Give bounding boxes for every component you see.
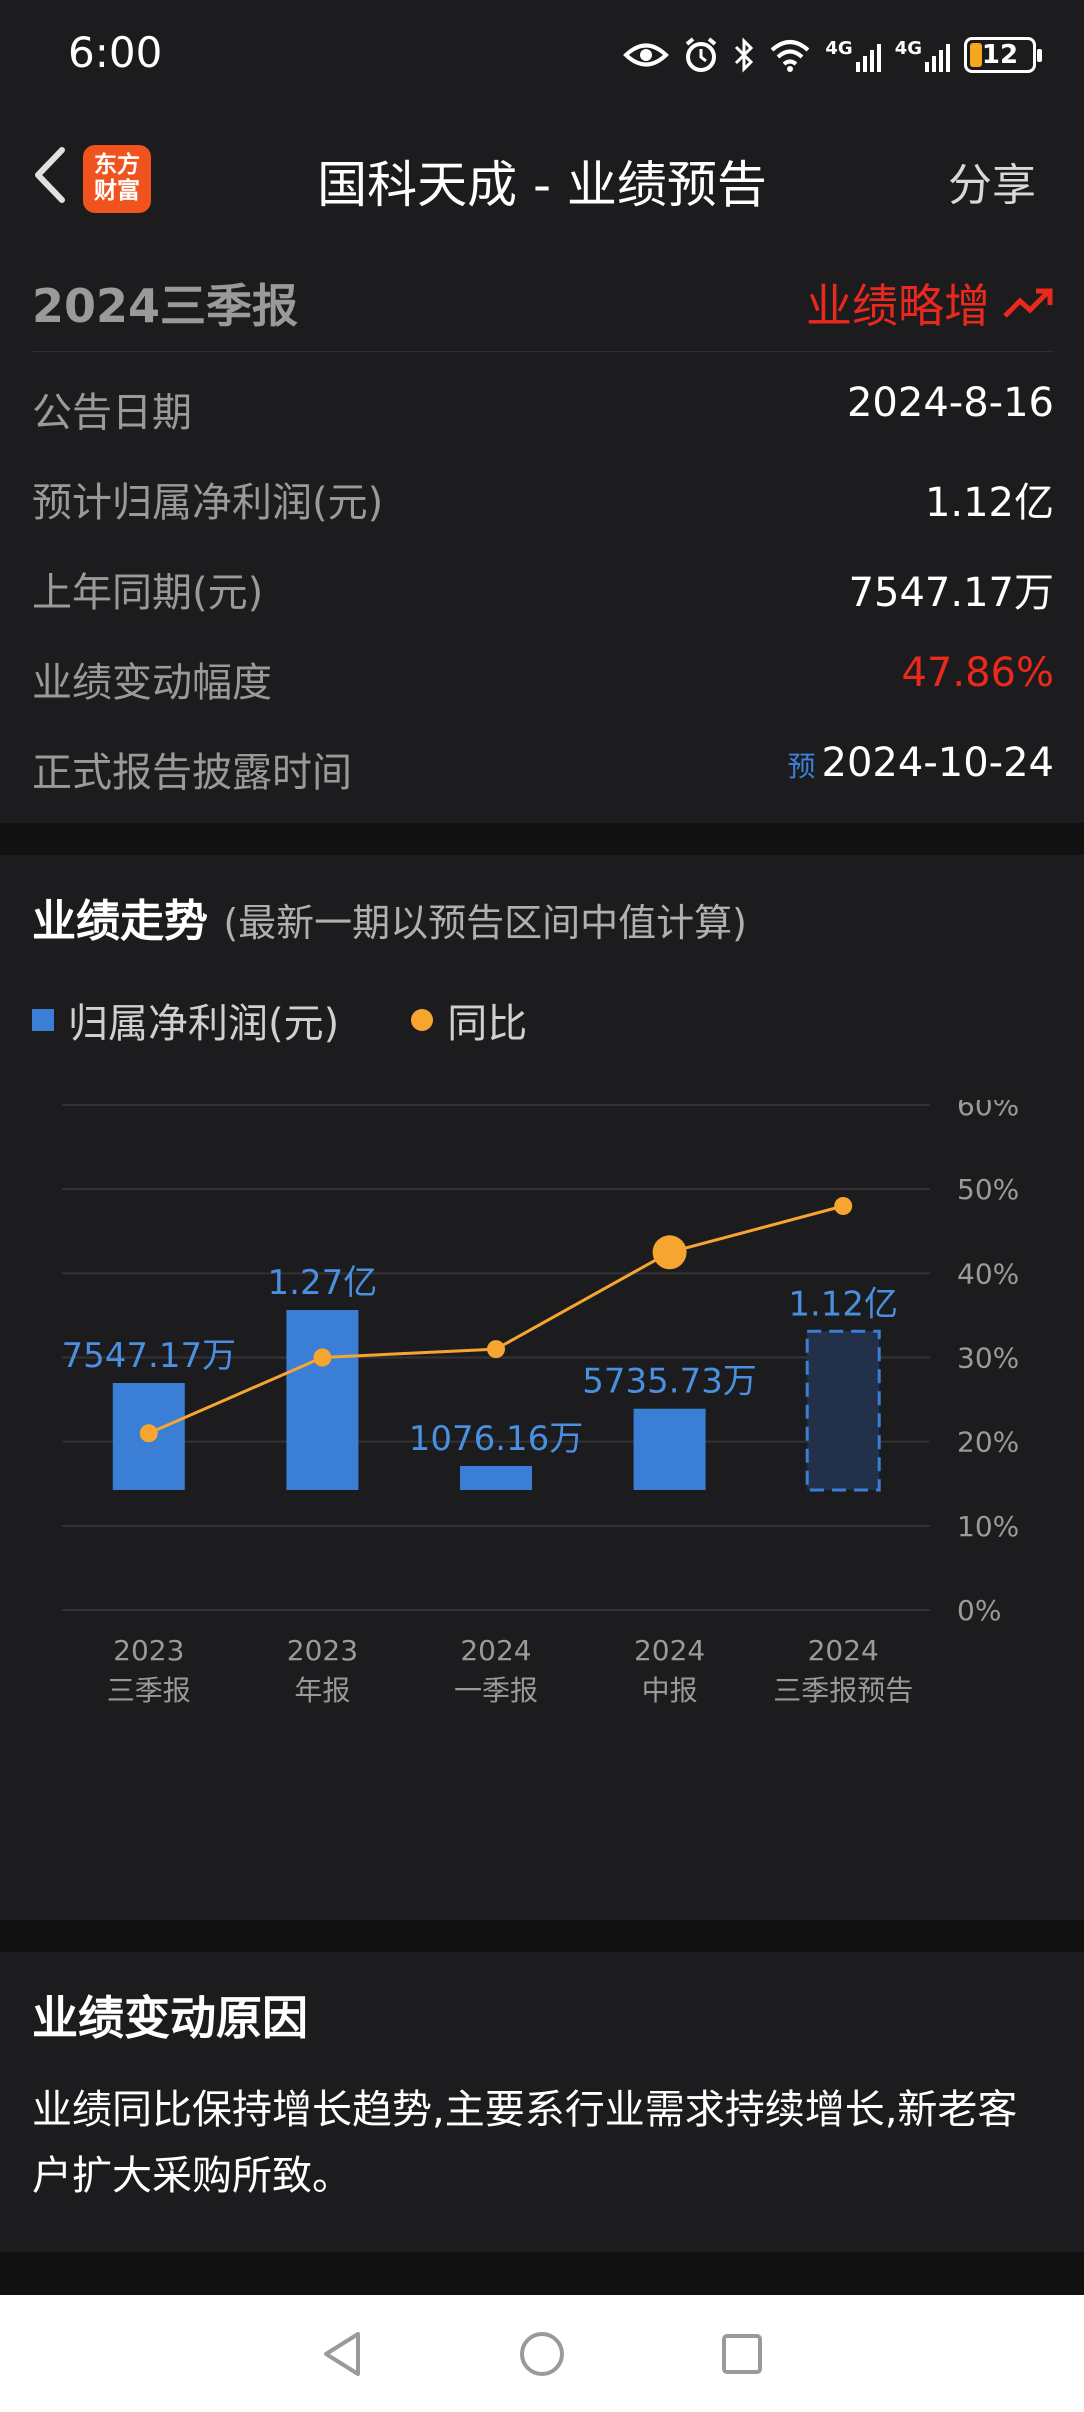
x-tick-period: 一季报 — [454, 1674, 538, 1707]
row-forecast-profit: 预计归属净利润(元) 1.12亿 — [32, 480, 1054, 526]
bar-value-label: 1.27亿 — [268, 1263, 378, 1303]
divider — [0, 1920, 1084, 1952]
nav-back-button[interactable] — [317, 2329, 367, 2379]
square-recents-icon — [722, 2333, 762, 2374]
signal-icon-2: 4G — [895, 38, 950, 72]
share-button[interactable]: 分享 — [948, 160, 1036, 211]
bar — [286, 1310, 359, 1490]
nav-bar: 东方 财富 国科天成 - 业绩预告 分享 — [0, 115, 1084, 235]
alarm-icon — [686, 37, 717, 72]
y-tick-label: 20% — [957, 1426, 1019, 1459]
x-tick-year: 2024 — [634, 1634, 705, 1667]
forecast-summary: 2024三季报 业绩略增 公告日期 2024-8-16 预计归属净利润(元) 1… — [0, 250, 1084, 822]
row-announce-date: 公告日期 2024-8-16 — [32, 380, 1054, 436]
legend-line-swatch — [411, 1009, 434, 1031]
y-tick-label: 60% — [957, 1100, 1019, 1122]
wifi-icon — [771, 40, 810, 72]
x-tick-year: 2024 — [808, 1634, 879, 1667]
chart-legend: 归属净利润(元) 同比 — [32, 995, 527, 1047]
y-tick-label: 30% — [957, 1342, 1019, 1375]
summary-header: 2024三季报 业绩略增 — [32, 250, 1054, 352]
trend-chart[interactable]: 0% 10% 20% 30% 40% 50% 60% 7547.17万 1.27亿 1076.16… — [0, 1100, 1084, 1720]
bar-value-label: 5735.73万 — [582, 1362, 757, 1402]
app-logo[interactable]: 东方 财富 — [83, 145, 151, 213]
bar — [460, 1466, 532, 1490]
bar-forecast — [805, 1329, 881, 1492]
battery-icon: 12 — [964, 37, 1042, 73]
yoy-point — [139, 1424, 158, 1443]
x-tick-year: 2024 — [460, 1634, 531, 1667]
row-change-range: 业绩变动幅度 47.86% — [32, 650, 1054, 706]
x-tick-period: 中报 — [642, 1674, 698, 1707]
x-tick-period: 年报 — [294, 1674, 350, 1707]
y-tick-label: 40% — [957, 1257, 1019, 1290]
chevron-left-icon — [35, 147, 65, 203]
status-time: 6:00 — [68, 28, 163, 77]
status-icons: 4G 4G 12 — [623, 30, 1042, 80]
bar — [633, 1408, 706, 1490]
legend-bar-label: 归属净利润(元) — [68, 1001, 340, 1047]
yoy-point — [834, 1197, 853, 1215]
y-tick-label: 50% — [957, 1173, 1019, 1206]
signal-icon: 4G — [825, 38, 881, 72]
reason-title: 业绩变动原因 — [32, 1991, 308, 2045]
y-tick-label: 10% — [957, 1510, 1019, 1543]
y-tick-label: 0% — [957, 1594, 1001, 1627]
system-nav-bar — [0, 2295, 1084, 2412]
row-disclosure-date: 正式报告披露时间 预 2024-10-24 — [32, 740, 1054, 796]
x-tick-year: 2023 — [287, 1634, 358, 1667]
row-prior-year: 上年同期(元) 7547.17万 — [32, 570, 1054, 616]
bluetooth-icon — [735, 37, 754, 73]
trend-up-icon — [1003, 288, 1053, 318]
nav-recents-button[interactable] — [717, 2329, 767, 2379]
forecast-type: 业绩略增 — [806, 270, 1054, 336]
x-tick-period: 三季报预告 — [773, 1674, 913, 1707]
nav-home-button[interactable] — [517, 2329, 567, 2379]
legend-bar-swatch — [32, 1009, 54, 1031]
divider — [0, 2252, 1084, 2295]
reason-section: 业绩变动原因 业绩同比保持增长趋势,主要系行业需求持续增长,新老客户扩大采购所致… — [0, 1952, 1084, 2252]
yoy-point — [652, 1235, 687, 1270]
bar-value-label: 7547.17万 — [61, 1336, 236, 1376]
divider — [0, 823, 1084, 855]
bar-value-label: 1.12亿 — [788, 1284, 898, 1324]
x-tick-year: 2023 — [113, 1634, 184, 1667]
x-tick-period: 三季报 — [107, 1674, 191, 1707]
legend-line-label: 同比 — [447, 1001, 528, 1047]
yoy-point — [313, 1348, 332, 1367]
back-button[interactable] — [20, 143, 80, 207]
triangle-back-icon — [324, 2331, 360, 2376]
section-title: 业绩走势 (最新一期以预告区间中值计算) — [32, 896, 747, 947]
trend-section: 业绩走势 (最新一期以预告区间中值计算) 归属净利润(元) 同比 0% 10% 20… — [0, 855, 1084, 1920]
forecast-badge: 预 — [787, 750, 816, 783]
period-title: 2024三季报 — [32, 279, 299, 333]
yoy-point — [487, 1340, 505, 1359]
page-title: 国科天成 - 业绩预告 — [317, 156, 767, 214]
circle-home-icon — [520, 2331, 564, 2376]
eye-icon — [623, 43, 670, 67]
reason-text: 业绩同比保持增长趋势,主要系行业需求持续增长,新老客户扩大采购所致。 — [32, 2087, 1018, 2199]
bar-value-label: 1076.16万 — [409, 1419, 584, 1459]
status-bar: 6:00 4G 4G 12 — [0, 0, 1084, 110]
